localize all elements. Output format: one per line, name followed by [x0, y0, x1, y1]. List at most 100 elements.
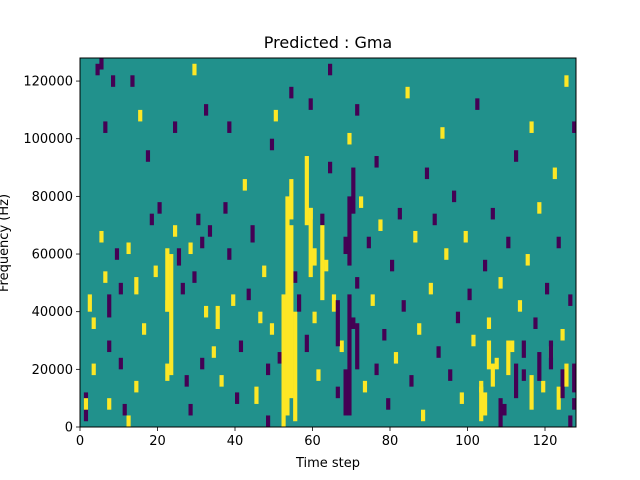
heatmap-cell	[107, 340, 112, 353]
heatmap-cell	[250, 225, 255, 243]
heatmap-cell	[351, 317, 356, 329]
heatmap-cell	[537, 352, 542, 381]
heatmap-cell	[459, 392, 464, 404]
heatmap-cell	[254, 386, 259, 404]
heatmap-cell	[211, 346, 216, 358]
heatmap-cell	[463, 230, 468, 243]
heatmap-cell	[572, 363, 577, 393]
heatmap-cell	[188, 403, 193, 416]
heatmap-cell	[328, 161, 333, 174]
heatmap-cell	[452, 190, 457, 203]
heatmap-cell	[312, 248, 317, 266]
heatmap-cell	[514, 363, 519, 399]
heatmap-cell	[293, 311, 298, 422]
heatmap-cell	[483, 392, 488, 416]
heatmap-cell	[409, 375, 414, 387]
heatmap-cell	[514, 150, 519, 162]
heatmap-cell	[91, 317, 96, 329]
heatmap-cell	[277, 352, 282, 364]
heatmap-cell	[227, 121, 232, 133]
heatmap-cell	[533, 317, 538, 329]
heatmap-cell	[556, 386, 561, 410]
heatmap-cell	[246, 288, 251, 301]
heatmap-cell	[95, 63, 100, 76]
heatmap-cell	[269, 323, 275, 335]
heatmap-cell	[134, 380, 139, 393]
heatmap-cell	[118, 357, 123, 370]
heatmap-cell	[200, 357, 205, 370]
heatmap-cell	[192, 271, 197, 283]
heatmap-cell	[308, 207, 313, 278]
heatmap-cell	[424, 167, 430, 180]
heatmap-cell	[560, 328, 565, 341]
heatmap-cell	[180, 282, 185, 295]
heatmap-cell	[401, 300, 406, 312]
heatmap-cell	[560, 369, 565, 399]
heatmap-plot-area	[80, 58, 577, 427]
heatmap-cell	[258, 311, 263, 324]
heatmap-cell	[238, 340, 244, 353]
heatmap-cell	[498, 277, 503, 289]
heatmap-cell	[235, 392, 240, 404]
y-tick-label: 0	[65, 421, 73, 436]
heatmap-cell	[541, 380, 546, 393]
heatmap-cell	[545, 282, 550, 295]
heatmap-cell	[130, 75, 135, 87]
y-tick-label: 40000	[32, 305, 73, 320]
heatmap-cell	[343, 369, 348, 416]
heatmap-cell	[386, 398, 391, 410]
y-tick-label: 80000	[32, 190, 73, 205]
heatmap-cell	[142, 323, 147, 335]
heatmap-cell	[184, 375, 189, 387]
heatmap-cell	[572, 398, 577, 410]
heatmap-cell	[475, 98, 480, 110]
y-tick-label: 100000	[23, 132, 73, 147]
heatmap-cell	[339, 340, 344, 353]
heatmap-cell	[564, 75, 569, 87]
heatmap-cell	[393, 352, 399, 364]
heatmap-cell	[165, 248, 170, 312]
heatmap-cell	[510, 340, 515, 353]
heatmap-cell	[304, 334, 309, 353]
heatmap-cell	[304, 156, 309, 226]
x-axis-ticks: 0 20 40 60 80 100 120	[76, 427, 558, 449]
heatmap-cell	[157, 202, 162, 214]
heatmap-cell	[378, 219, 383, 231]
x-tick-label: 120	[533, 434, 558, 449]
heatmap-cell	[269, 138, 275, 151]
heatmap-cell	[320, 225, 325, 301]
x-tick-label: 100	[455, 434, 480, 449]
heatmap-cell	[297, 294, 302, 312]
heatmap-cell	[494, 357, 499, 370]
heatmap-cell	[176, 248, 182, 266]
heatmap-cell	[262, 265, 267, 278]
heatmap-cell	[436, 346, 441, 358]
heatmap-cell	[204, 305, 209, 318]
heatmap-cell	[351, 167, 356, 214]
heatmap-cell	[343, 236, 348, 255]
heatmap-cell	[285, 196, 290, 416]
heatmap-cell	[382, 328, 387, 341]
heatmap-cell	[289, 86, 294, 99]
heatmap-cell	[316, 369, 321, 381]
heatmap-cell	[122, 403, 127, 416]
heatmap-cell	[289, 179, 294, 220]
heatmap-cell	[479, 386, 484, 422]
heatmap-cell	[347, 196, 352, 266]
heatmap-cell	[355, 277, 360, 289]
x-tick-label: 40	[227, 434, 244, 449]
heatmap-cell	[471, 334, 476, 347]
heatmap-cell	[231, 294, 236, 306]
heatmap-cell	[188, 242, 193, 255]
heatmap-cell	[266, 415, 271, 427]
heatmap-cell	[455, 311, 461, 324]
heatmap-cell	[366, 236, 371, 249]
heatmap-cell	[548, 340, 554, 370]
heatmap-cell	[126, 415, 131, 427]
y-tick-label: 60000	[32, 248, 73, 263]
heatmap-cell	[483, 259, 488, 272]
heatmap-cell	[111, 75, 116, 87]
heatmap-cell	[242, 179, 247, 191]
heatmap-cell	[572, 121, 577, 133]
heatmap-background	[80, 58, 576, 427]
